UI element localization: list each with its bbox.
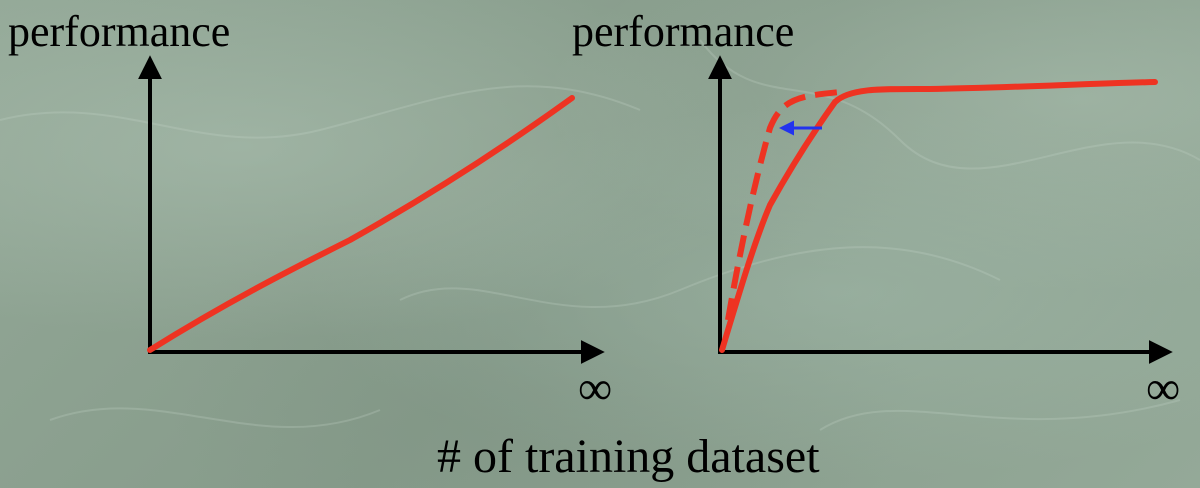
x-axis-title: # of training dataset xyxy=(437,430,820,483)
left-y-axis-label: performance xyxy=(8,7,230,56)
marble-texture xyxy=(0,39,1200,431)
left-panel: performance ∞ xyxy=(8,7,612,415)
right-performance-curve-solid xyxy=(719,79,1158,353)
right-x-infinity-label: ∞ xyxy=(1146,362,1180,415)
right-y-axis-label: performance xyxy=(572,7,794,56)
right-performance-curve-dashed xyxy=(725,89,841,321)
left-x-infinity-label: ∞ xyxy=(578,362,612,415)
right-panel: performance ∞ xyxy=(572,7,1180,415)
left-performance-curve xyxy=(147,95,575,353)
